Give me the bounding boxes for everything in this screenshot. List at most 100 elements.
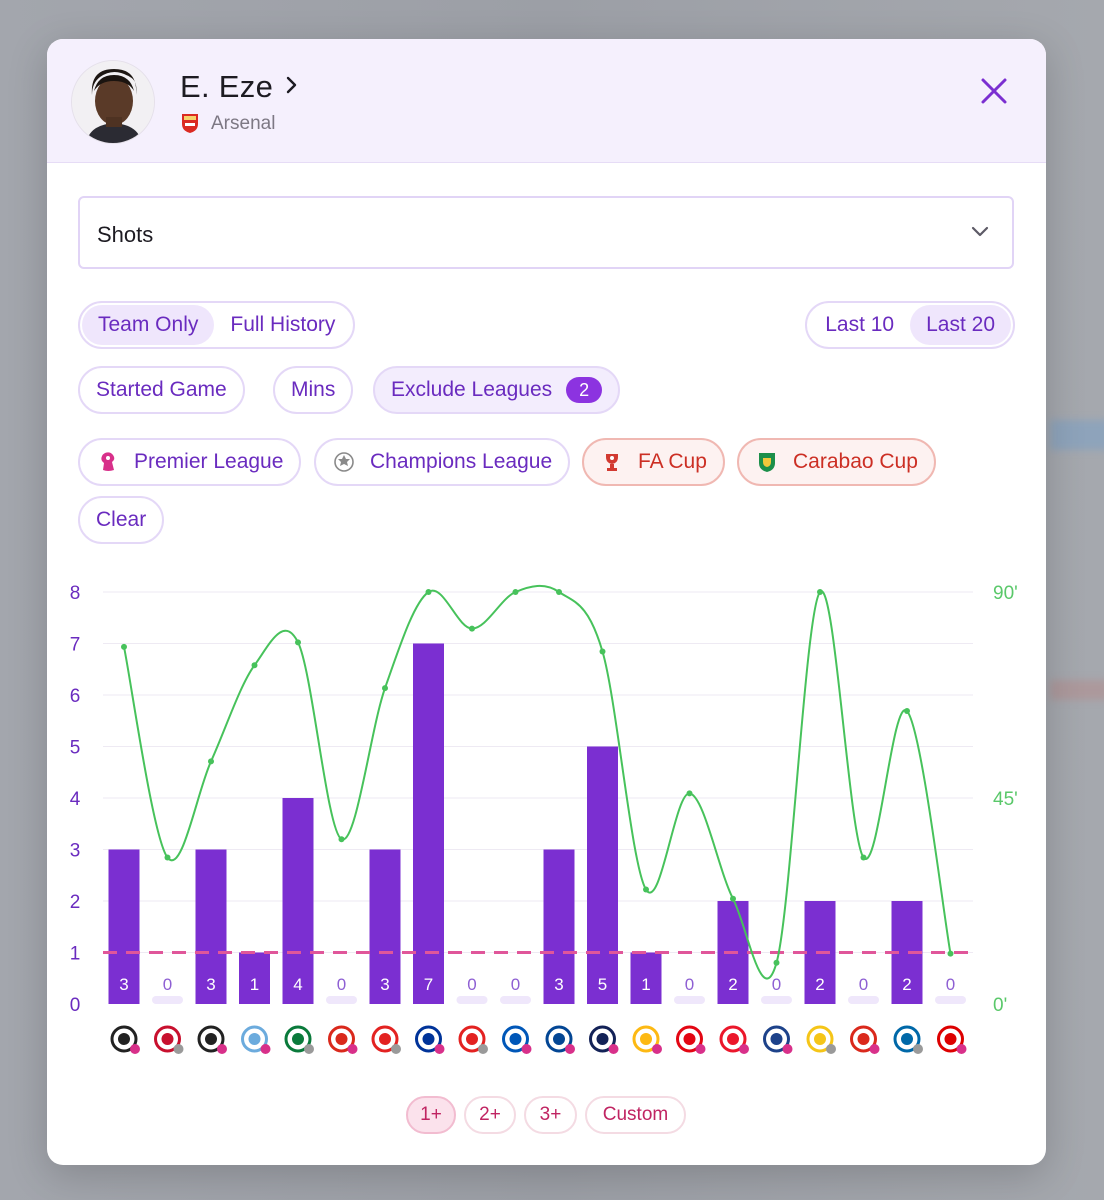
minutes-point xyxy=(860,854,867,861)
brentford-crest-icon xyxy=(676,1025,706,1054)
carabao-cup-icon xyxy=(759,453,775,472)
chart-canvas: 0 1 2 3 4 5 6 7 8 0' 45' 90' 3 0 3 1 4 0 3 7 0 0 3 5 1 0 2 0 2 0 2 0 xyxy=(70,583,1018,1054)
bar-value-label: 0 xyxy=(859,975,868,994)
minutes-point xyxy=(382,685,388,692)
started-game-filter[interactable]: Started Game xyxy=(78,366,245,414)
chelsea-crest-icon xyxy=(545,1025,575,1054)
premier-league-icon xyxy=(101,452,115,471)
bar-value-label: 1 xyxy=(250,975,259,994)
range-toggle: Last 10 Last 20 xyxy=(805,301,1015,349)
manchester-city-crest-icon xyxy=(241,1025,271,1054)
last-20-option[interactable]: Last 20 xyxy=(910,305,1011,345)
y2-tick-label: 0' xyxy=(993,995,1007,1016)
y-tick-label: 8 xyxy=(70,583,81,604)
threshold-3-plus[interactable]: 3+ xyxy=(524,1096,577,1134)
shots-bar-zero xyxy=(848,996,879,1004)
y2-tick-label: 90' xyxy=(993,583,1018,604)
fulham-crest-icon xyxy=(110,1025,140,1054)
chevron-down-icon xyxy=(971,226,989,237)
atletico-madrid-crest-icon xyxy=(154,1025,184,1054)
fa-cup-icon xyxy=(606,454,618,471)
minutes-point xyxy=(121,643,127,650)
shots-bar xyxy=(108,849,140,1004)
minutes-point xyxy=(947,950,954,957)
inter-crest-icon xyxy=(893,1025,923,1054)
shots-bar-zero xyxy=(674,996,705,1004)
manchester-united-crest-icon xyxy=(850,1025,880,1054)
team-only-option[interactable]: Team Only xyxy=(82,305,215,345)
shots-bar xyxy=(413,643,444,1004)
exclude-leagues-filter[interactable]: Exclude Leagues 2 xyxy=(373,366,621,414)
y-tick-label: 5 xyxy=(70,738,81,759)
bar-value-label: 0 xyxy=(685,975,694,994)
league-chip-champions-league[interactable]: Champions League xyxy=(314,438,571,486)
brighton-crest-icon xyxy=(502,1025,532,1054)
shots-chart: 0 1 2 3 4 5 6 7 8 0' 45' 90' 3 0 3 1 4 0 3 7 0 0 3 5 1 0 2 0 2 0 2 0 xyxy=(47,569,1046,1059)
shots-bar-zero xyxy=(326,996,357,1004)
everton-crest-icon xyxy=(415,1025,445,1054)
full-history-option[interactable]: Full History xyxy=(230,313,336,336)
y-tick-label: 2 xyxy=(70,892,81,913)
modal-header: E. Eze Arsenal xyxy=(47,39,1046,163)
bar-value-label: 3 xyxy=(119,975,128,994)
shots-bar-zero xyxy=(500,996,531,1004)
league-chip-fa-cup[interactable]: FA Cup xyxy=(582,438,725,486)
minutes-point xyxy=(295,639,301,646)
threshold-custom[interactable]: Custom xyxy=(585,1096,686,1134)
champions-league-icon xyxy=(334,452,354,472)
y-tick-label: 3 xyxy=(70,841,81,862)
bayer-leverkusen-crest-icon xyxy=(371,1025,401,1054)
bar-value-label: 0 xyxy=(467,975,476,994)
bar-value-label: 3 xyxy=(554,975,563,994)
bar-value-label: 4 xyxy=(293,975,302,994)
chevron-right-icon[interactable] xyxy=(285,75,299,95)
minutes-point xyxy=(556,589,562,595)
last-10-option[interactable]: Last 10 xyxy=(825,313,895,336)
wolves-crest-icon xyxy=(632,1025,662,1054)
kairat-crest-icon xyxy=(806,1025,836,1054)
shots-bar xyxy=(282,798,314,1004)
team-name: Arsenal xyxy=(211,113,276,134)
sunderland-crest-icon xyxy=(719,1025,749,1054)
threshold-1-plus[interactable]: 1+ xyxy=(406,1096,456,1134)
minutes-point xyxy=(643,886,649,893)
league-label: Champions League xyxy=(370,450,553,473)
mins-filter[interactable]: Mins xyxy=(273,366,354,414)
bar-value-label: 3 xyxy=(206,975,215,994)
league-chip-premier-league[interactable]: Premier League xyxy=(78,438,302,486)
arsenal-crest-icon xyxy=(182,114,198,133)
shots-bar-zero xyxy=(761,996,792,1004)
shots-bar xyxy=(630,952,662,1004)
y-tick-label: 1 xyxy=(70,944,81,965)
shots-bar-zero xyxy=(152,996,183,1004)
league-label: FA Cup xyxy=(638,450,707,473)
minutes-point xyxy=(164,854,171,861)
minutes-point xyxy=(425,589,432,595)
scope-toggle: Team Only Full History xyxy=(78,301,356,349)
nottingham-forest-crest-icon xyxy=(937,1025,967,1054)
minutes-point xyxy=(251,662,258,669)
clear-filters-button[interactable]: Clear xyxy=(78,496,165,544)
bar-value-label: 0 xyxy=(772,975,781,994)
y-tick-label: 4 xyxy=(70,789,81,810)
exclude-leagues-label: Exclude Leagues xyxy=(391,378,553,401)
shots-bar-zero xyxy=(935,996,966,1004)
minutes-point xyxy=(208,758,214,765)
newcastle-crest-icon xyxy=(197,1025,227,1054)
league-chip-carabao-cup[interactable]: Carabao Cup xyxy=(737,438,936,486)
minutes-line xyxy=(123,584,952,980)
bar-value-label: 7 xyxy=(424,975,433,994)
threshold-2-plus[interactable]: 2+ xyxy=(464,1096,516,1134)
stat-type-select[interactable]: Shots xyxy=(78,196,1014,269)
close-icon[interactable] xyxy=(977,74,1011,108)
bar-value-label: 0 xyxy=(163,975,172,994)
y-tick-label: 0 xyxy=(70,995,81,1016)
bournemouth-crest-icon xyxy=(328,1025,358,1054)
minutes-point xyxy=(512,589,519,595)
minutes-point xyxy=(773,959,780,966)
bayer-leverkusen-crest-icon xyxy=(458,1025,488,1054)
minutes-point xyxy=(338,836,345,843)
player-name[interactable]: E. Eze xyxy=(180,69,274,104)
stat-type-value: Shots xyxy=(97,222,154,247)
bar-value-label: 2 xyxy=(902,975,911,994)
